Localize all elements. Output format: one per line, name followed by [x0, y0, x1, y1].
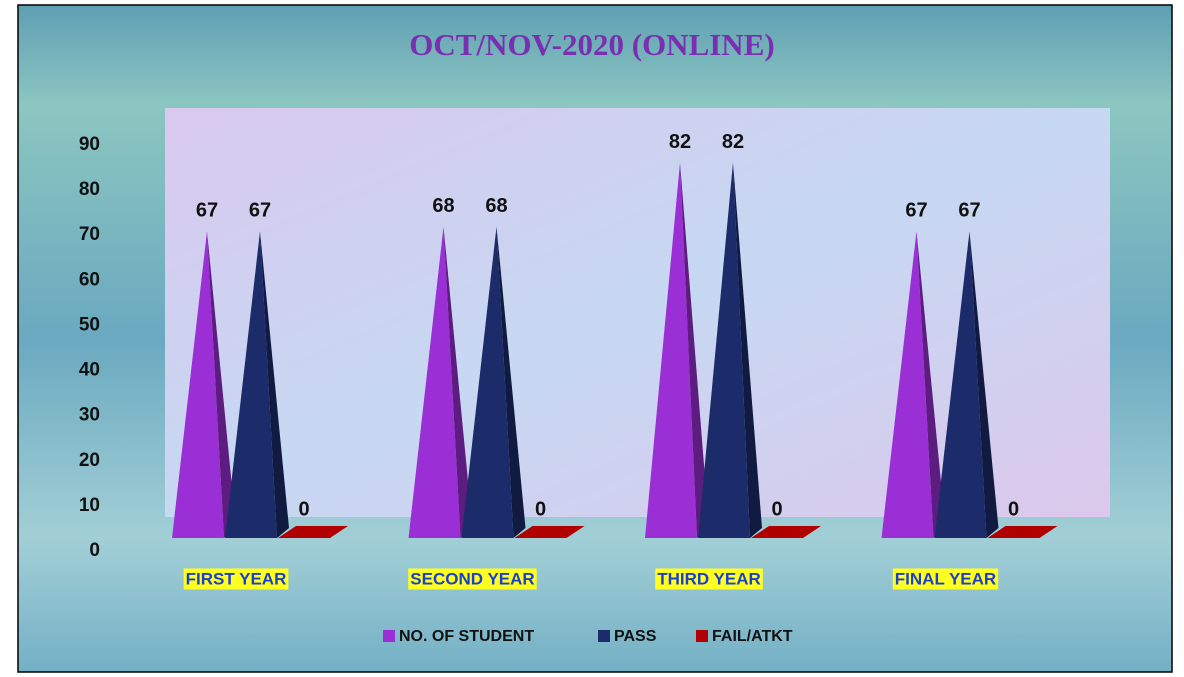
bar — [408, 226, 473, 538]
value-label: 67 — [958, 200, 980, 222]
value-label: 68 — [432, 195, 454, 217]
legend-swatch — [696, 630, 708, 642]
x-tick-label: SECOND YEAR — [410, 569, 534, 588]
bar — [881, 231, 946, 539]
bar — [278, 526, 348, 538]
value-label: 82 — [722, 131, 744, 153]
bar-side — [496, 226, 526, 538]
legend-label: PASS — [614, 628, 657, 645]
label-highlight — [892, 568, 999, 590]
legend-label: NO. OF STUDENT — [399, 628, 534, 645]
y-tick-label: 20 — [79, 450, 100, 471]
x-tick-label: THIRD YEAR — [657, 569, 761, 588]
value-label: 67 — [249, 200, 271, 222]
bar-front — [934, 231, 987, 539]
label-highlight — [655, 568, 763, 590]
y-tick-label: 50 — [79, 314, 100, 335]
bar-side — [680, 162, 709, 538]
bar-front — [645, 162, 697, 538]
y-tick-label: 80 — [79, 179, 100, 200]
bar-side — [207, 231, 236, 539]
bar-side — [969, 231, 999, 539]
y-tick-label: 60 — [79, 269, 100, 290]
bar-side — [443, 226, 473, 538]
value-label: 0 — [771, 498, 782, 520]
bar — [172, 231, 236, 539]
x-tick-label: FINAL YEAR — [895, 569, 996, 588]
bar-front — [225, 231, 277, 539]
y-tick-label: 30 — [79, 405, 100, 426]
bar — [751, 526, 821, 538]
bar-front — [408, 226, 461, 538]
legend-swatch — [383, 630, 395, 642]
value-label: 0 — [1008, 498, 1019, 520]
value-label: 68 — [485, 195, 507, 217]
bar — [225, 231, 289, 539]
bar-side — [260, 231, 289, 539]
y-tick-label: 0 — [89, 540, 100, 561]
bar-front — [881, 231, 934, 539]
bar — [514, 526, 585, 538]
bar-front — [698, 162, 750, 538]
y-tick-label: 40 — [79, 360, 100, 381]
y-tick-label: 90 — [79, 134, 100, 155]
bar — [645, 162, 709, 538]
label-highlight — [408, 568, 537, 590]
x-tick-label: FIRST YEAR — [186, 569, 287, 588]
value-label: 67 — [196, 200, 218, 222]
value-label: 67 — [905, 200, 927, 222]
bar-front — [461, 226, 514, 538]
label-highlight — [183, 568, 289, 590]
bar — [987, 526, 1058, 538]
legend-label: FAIL/ATKT — [712, 628, 793, 645]
value-label: 0 — [535, 498, 546, 520]
bar — [461, 226, 526, 538]
chart-title: OCT/NOV-2020 (ONLINE) — [409, 27, 774, 62]
value-label: 0 — [298, 498, 309, 520]
bar — [698, 162, 762, 538]
legend-swatch — [598, 630, 610, 642]
bar-front — [172, 231, 224, 539]
bar — [934, 231, 999, 539]
bar-side — [916, 231, 946, 539]
y-tick-label: 70 — [79, 224, 100, 245]
y-tick-label: 10 — [79, 495, 100, 516]
value-label: 82 — [669, 131, 691, 153]
bar-side — [733, 162, 762, 538]
